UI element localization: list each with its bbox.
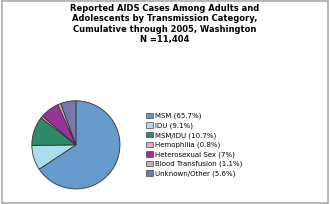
Wedge shape <box>39 101 120 189</box>
Wedge shape <box>58 103 76 145</box>
Wedge shape <box>43 105 76 145</box>
Legend: MSM (65.7%), IDU (9.1%), MSM/IDU (10.7%), Hemophilia (0.8%), Heterosexual Sex (7: MSM (65.7%), IDU (9.1%), MSM/IDU (10.7%)… <box>147 113 243 177</box>
Wedge shape <box>61 101 76 145</box>
Text: Reported AIDS Cases Among Adults and
Adolescents by Transmission Category,
Cumul: Reported AIDS Cases Among Adults and Ado… <box>70 4 260 44</box>
Wedge shape <box>32 118 76 145</box>
Wedge shape <box>32 145 76 169</box>
Wedge shape <box>41 116 76 145</box>
